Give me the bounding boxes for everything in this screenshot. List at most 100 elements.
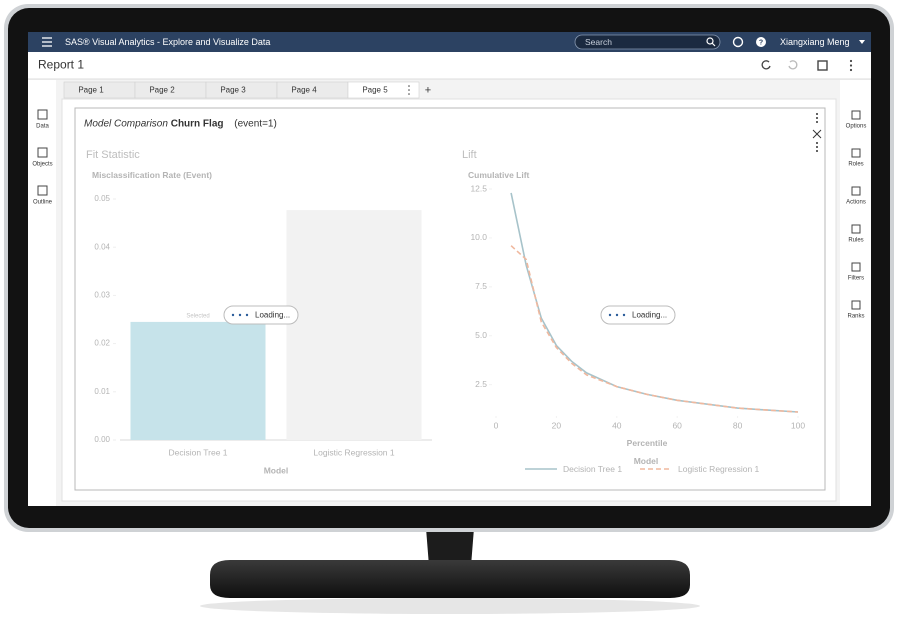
tab-menu-dot — [408, 89, 410, 91]
left-sidebar — [28, 80, 56, 506]
pane-icon[interactable] — [851, 186, 861, 196]
y-tick-label: 0.00 — [94, 435, 110, 444]
loading-text: Loading... — [632, 311, 667, 320]
pane-icon[interactable] — [851, 148, 861, 158]
x-axis-label: Percentile — [627, 438, 668, 448]
x-tick-label: 60 — [672, 420, 682, 430]
bar-annotation: Selected — [186, 313, 209, 319]
x-axis-label: Model — [264, 465, 289, 475]
page-tab-label: Page 3 — [220, 86, 246, 95]
object-menu-2[interactable] — [816, 142, 818, 152]
loading-dot — [615, 313, 619, 317]
object-title-italic: Model Comparison — [84, 118, 168, 129]
save-icon[interactable] — [817, 60, 828, 71]
undo-icon[interactable] — [761, 60, 771, 70]
y-tick-label: 2.5 — [475, 379, 487, 389]
bar — [286, 210, 422, 440]
add-page[interactable]: + — [425, 84, 431, 96]
redo-icon[interactable] — [788, 60, 798, 70]
x-tick-label: Decision Tree 1 — [168, 447, 227, 457]
y-tick-label: 0.01 — [94, 387, 110, 396]
chart-title: Fit Statistic — [86, 149, 140, 161]
panel-label[interactable]: Data — [36, 124, 49, 130]
help-icon[interactable] — [756, 37, 766, 47]
legend-label: Decision Tree 1 — [563, 464, 622, 474]
pane-icon[interactable] — [851, 224, 861, 234]
pane-label[interactable]: Filters — [848, 276, 864, 282]
help-glyph: ? — [759, 39, 763, 46]
page-tab-label: Page 5 — [362, 86, 388, 95]
loading-dot — [245, 313, 249, 317]
loading-text: Loading... — [255, 311, 290, 320]
pane-icon[interactable] — [851, 262, 861, 272]
pane-icon[interactable] — [851, 300, 861, 310]
page-tab-label: Page 2 — [149, 86, 175, 95]
shadow — [200, 598, 700, 614]
x-tick-label: Logistic Regression 1 — [313, 447, 395, 457]
y-tick-label: 10.0 — [470, 232, 487, 242]
x-tick-label: 100 — [791, 420, 805, 430]
refresh-icon[interactable] — [732, 36, 744, 48]
panel-icon[interactable] — [37, 109, 48, 120]
pane-label[interactable]: Ranks — [847, 314, 864, 320]
y-axis-label: Cumulative Lift — [468, 170, 530, 180]
user-menu[interactable]: Xiangxiang Meng — [780, 37, 850, 47]
maximize-icon[interactable] — [812, 129, 822, 139]
y-tick-label: 5.0 — [475, 330, 487, 340]
chart-title: Lift — [462, 149, 477, 161]
loading-pill — [600, 305, 676, 325]
y-tick-label: 12.5 — [470, 183, 487, 193]
page-tab[interactable] — [347, 81, 420, 99]
page-tabs: Page 1 Page 2 Page 3 Page 4 Page 5 — [63, 81, 420, 99]
tab-menu-dot — [408, 85, 410, 87]
pane-label[interactable]: Actions — [846, 200, 866, 206]
page-tab-label: Page 4 — [291, 86, 317, 95]
loading-pill — [223, 305, 299, 325]
x-tick-label: 40 — [612, 420, 622, 430]
user-caret[interactable] — [859, 40, 865, 44]
pane-label[interactable]: Options — [846, 124, 867, 130]
y-tick-label: 0.04 — [94, 242, 110, 251]
panel-label[interactable]: Outline — [33, 200, 53, 206]
pane-icon[interactable] — [851, 110, 861, 120]
lift-line — [510, 245, 799, 413]
search-icon[interactable] — [706, 37, 716, 47]
stand-base — [210, 560, 690, 598]
object-title-suffix: (event=1) — [234, 118, 277, 129]
object-title: Model Comparison Churn Flag (event=1) — [84, 118, 277, 129]
legend-title: Model — [634, 456, 659, 466]
y-tick-label: 0.02 — [94, 339, 110, 348]
y-axis-label: Misclassification Rate (Event) — [92, 170, 212, 180]
object-menu[interactable] — [816, 113, 818, 123]
app-title: SAS® Visual Analytics - Explore and Visu… — [65, 37, 270, 47]
loading-dot — [231, 313, 235, 317]
loading-dot — [608, 313, 612, 317]
loading-dot — [238, 313, 242, 317]
charts: Fit Statistic Misclassification Rate (Eve… — [86, 149, 805, 475]
more-menu[interactable] — [849, 59, 853, 72]
pane-label[interactable]: Rules — [848, 238, 863, 244]
panel-icon[interactable] — [37, 147, 48, 158]
object-title-bold: Churn Flag — [171, 118, 224, 129]
loading-dot — [622, 313, 626, 317]
y-tick-label: 0.03 — [94, 291, 110, 300]
x-tick-label: 20 — [552, 420, 562, 430]
x-tick-label: 0 — [494, 420, 499, 430]
report-title: Report 1 — [38, 58, 84, 72]
stand-neck — [426, 528, 474, 566]
panel-icon[interactable] — [37, 185, 48, 196]
search-placeholder: Search — [585, 37, 612, 47]
menu-button[interactable] — [42, 37, 52, 47]
panel-label[interactable]: Objects — [32, 162, 52, 168]
pane-label[interactable]: Roles — [848, 162, 863, 168]
tab-menu-dot — [408, 93, 410, 95]
y-tick-label: 7.5 — [475, 281, 487, 291]
legend-label: Logistic Regression 1 — [678, 464, 760, 474]
search-box[interactable] — [574, 34, 721, 50]
y-tick-label: 0.05 — [94, 194, 110, 203]
bar — [130, 321, 266, 440]
page-tab-label: Page 1 — [78, 86, 104, 95]
x-tick-label: 80 — [733, 420, 743, 430]
report-bar — [28, 52, 871, 79]
